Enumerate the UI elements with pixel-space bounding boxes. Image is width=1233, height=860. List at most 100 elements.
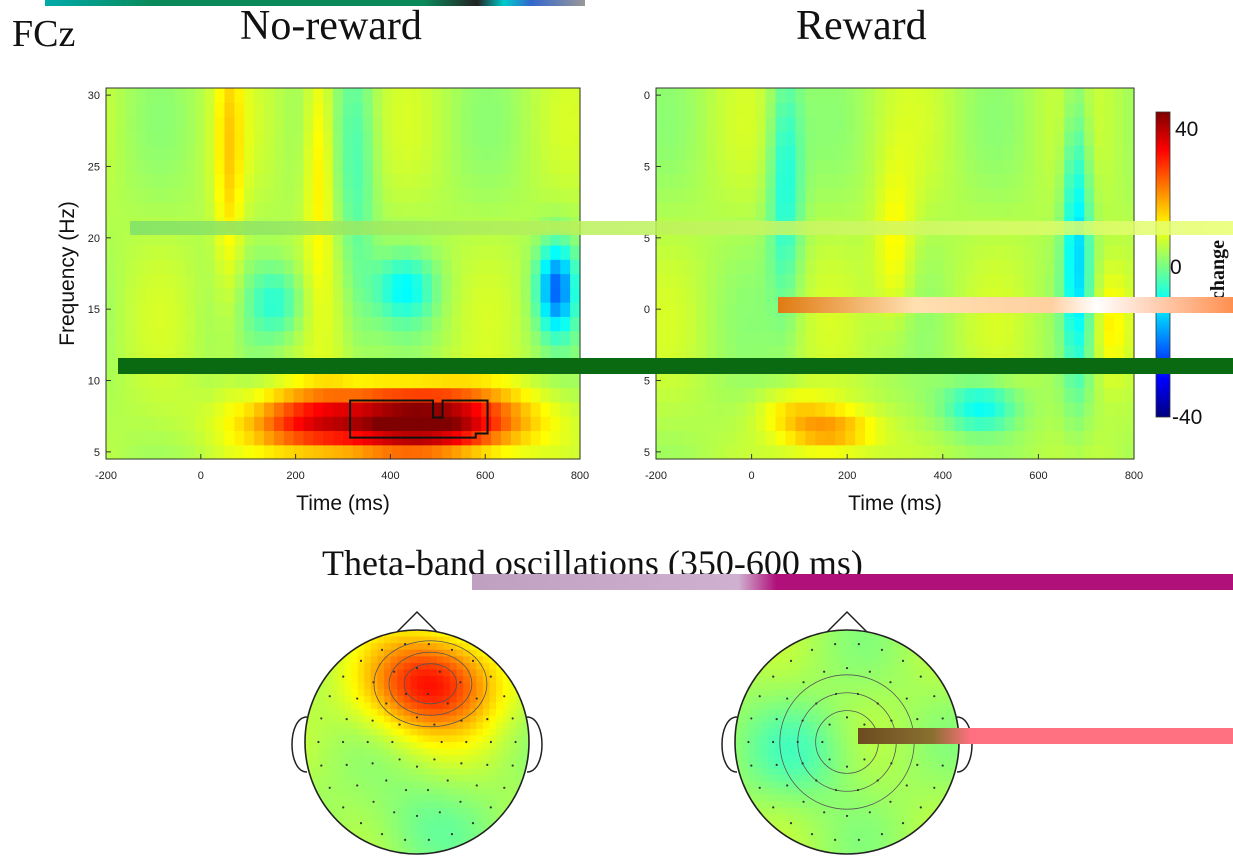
topomap-cell	[754, 702, 762, 710]
topomap-cell	[324, 676, 332, 684]
heatmap-cell	[1104, 159, 1115, 175]
topomap-cell	[476, 656, 484, 664]
topomap-cell	[423, 649, 431, 657]
topomap-cell	[489, 847, 497, 854]
heatmap-cell	[994, 102, 1006, 118]
topomap-cell	[860, 821, 868, 829]
topomap-cell	[502, 735, 510, 743]
heatmap-cell	[501, 430, 512, 446]
x-tick-label: 200	[838, 470, 856, 482]
heatmap-cell	[175, 316, 186, 332]
heatmap-cell	[155, 416, 166, 432]
heatmap-cell	[695, 344, 707, 360]
topomap-cell	[476, 728, 484, 736]
topomap-cell	[311, 742, 319, 750]
heatmap-cell	[924, 259, 936, 275]
topomap-cell	[305, 656, 313, 664]
topomap-cell	[952, 827, 959, 835]
heatmap-cell	[934, 401, 946, 417]
heatmap-cell	[1104, 387, 1115, 403]
topomap-cell	[318, 722, 326, 730]
topomap-cell	[833, 807, 841, 815]
topomap-cell	[952, 847, 959, 854]
heatmap-cell	[352, 444, 364, 460]
topomap-cell	[337, 682, 346, 690]
heatmap-cell	[914, 202, 926, 218]
topomap-cell	[423, 689, 431, 697]
topomap-cell	[496, 676, 504, 684]
heatmap-cell	[685, 259, 697, 275]
heatmap-cell	[1004, 430, 1016, 446]
topomap-cell	[906, 827, 914, 835]
electrode-dot	[845, 716, 849, 719]
topomap-cell	[912, 847, 920, 854]
heatmap-cell	[471, 373, 482, 389]
heatmap-cell	[106, 244, 117, 260]
heatmap-cell	[984, 273, 996, 289]
topomap-cell	[377, 788, 385, 796]
heatmap-cell	[392, 273, 403, 289]
topomap-cell	[827, 643, 835, 651]
topomap-cell	[390, 735, 398, 743]
topomap-cell	[787, 768, 795, 776]
heatmap-cell	[550, 173, 561, 189]
topomap-cell	[502, 821, 510, 829]
topomap-cell	[410, 834, 418, 842]
topomap-cell	[866, 669, 874, 677]
electrode-dot	[486, 763, 489, 766]
topomap-cell	[820, 649, 828, 657]
topomap-cell	[774, 709, 782, 717]
electrode-dot	[856, 788, 860, 792]
topomap-cell	[337, 814, 346, 822]
heatmap-cell	[501, 230, 512, 246]
topomap-cell	[370, 814, 378, 822]
heatmap-cell	[805, 316, 816, 332]
heatmap-cell	[1004, 102, 1016, 118]
heatmap-cell	[510, 401, 522, 417]
heatmap-cell	[895, 102, 906, 118]
heatmap-cell	[1094, 373, 1105, 389]
colorbar-tick-max: 40	[1175, 118, 1198, 141]
topomap-cell	[754, 742, 762, 750]
heatmap-cell	[234, 373, 245, 389]
topomap-cell	[800, 709, 808, 717]
heatmap-cell	[1034, 244, 1045, 260]
topomap-cell	[748, 788, 756, 796]
heatmap-cell	[825, 173, 836, 189]
heatmap-cell	[904, 401, 916, 417]
topomap-cell	[945, 695, 953, 703]
topomap-cell	[774, 715, 782, 723]
heatmap-cell	[234, 416, 245, 432]
heatmap-cell	[984, 316, 996, 332]
heatmap-cell	[656, 102, 667, 118]
heatmap-cell	[244, 116, 255, 132]
topomap-cell	[449, 834, 458, 842]
heatmap-cell	[765, 344, 777, 360]
colorbar-tick-min: -40	[1172, 406, 1202, 429]
heatmap-cell	[343, 373, 354, 389]
topomap-cell	[417, 643, 425, 651]
heatmap-cell	[1024, 88, 1036, 103]
heatmap-cell	[855, 159, 866, 175]
heatmap-cell	[805, 130, 816, 146]
topomap-cell	[515, 821, 523, 829]
heatmap-cell	[372, 387, 384, 403]
colorbar-title: change	[1207, 240, 1229, 300]
topomap-cell	[502, 761, 510, 769]
heatmap-cell	[755, 373, 767, 389]
heatmap-cell	[1054, 187, 1065, 203]
topomap-cell	[410, 774, 418, 783]
topomap-cell	[873, 814, 881, 822]
topomap-cell	[331, 630, 339, 638]
heatmap-cell	[835, 259, 846, 275]
heatmap-cell	[264, 130, 275, 146]
heatmap-cell	[570, 302, 581, 317]
topomap-cell	[456, 827, 464, 835]
electrode-dot	[356, 697, 359, 700]
topomap-cell	[814, 695, 822, 703]
topomap-cell	[417, 735, 425, 743]
heatmap-cell	[755, 330, 767, 346]
heatmap-cell	[481, 187, 492, 203]
topomap-cell	[357, 834, 365, 842]
topomap-cell	[476, 788, 484, 796]
